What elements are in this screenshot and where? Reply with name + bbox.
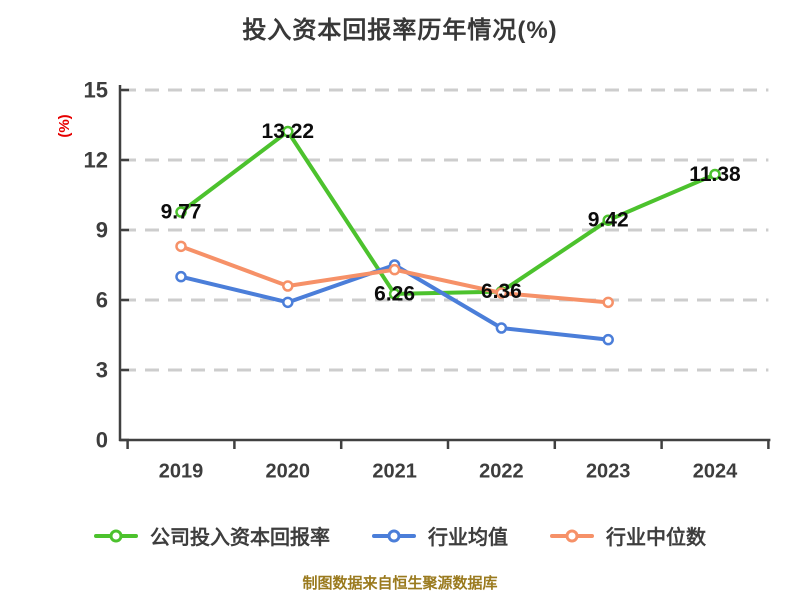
legend-item-industry-average[interactable]: 行业均值 <box>372 521 508 550</box>
svg-text:6.26: 6.26 <box>374 282 415 305</box>
svg-text:2022: 2022 <box>479 461 524 483</box>
legend-item-industry-median[interactable]: 行业中位数 <box>550 521 706 550</box>
svg-text:2019: 2019 <box>159 461 204 483</box>
legend-line-dot-marker-orange <box>550 526 594 546</box>
svg-text:11.38: 11.38 <box>689 163 741 186</box>
svg-text:2021: 2021 <box>372 461 417 483</box>
svg-text:9.42: 9.42 <box>588 209 629 232</box>
series-line-2 <box>175 240 614 309</box>
svg-text:2024: 2024 <box>693 461 738 483</box>
svg-text:0: 0 <box>96 428 108 453</box>
legend-line-dot-marker-green <box>94 526 138 546</box>
svg-text:6: 6 <box>96 288 108 313</box>
axes <box>118 85 771 442</box>
x-axis-ticks-labels: 2019 2020 2021 2022 2023 2024 <box>126 440 770 483</box>
series-line-0 <box>175 125 721 300</box>
svg-text:15: 15 <box>84 78 108 103</box>
data-source-note: 制图数据来自恒生聚源数据库 <box>302 575 498 592</box>
svg-text:9: 9 <box>96 218 108 243</box>
svg-text:2023: 2023 <box>586 461 631 483</box>
legend-item-company-roic[interactable]: 公司投入资本回报率 <box>94 521 330 550</box>
legend-label-industry-average: 行业均值 <box>428 527 508 549</box>
value-labels: 9.77 13.22 6.26 6.36 9.42 11.38 <box>161 120 741 305</box>
svg-text:9.77: 9.77 <box>161 201 202 224</box>
legend-label-company-roic: 公司投入资本回报率 <box>150 527 330 549</box>
gridlines <box>122 88 769 372</box>
svg-text:12: 12 <box>84 148 108 173</box>
chart-title: 投入资本回报率历年情况(%) <box>242 17 558 44</box>
svg-text:3: 3 <box>96 358 108 383</box>
svg-text:6.36: 6.36 <box>481 280 522 303</box>
svg-text:13.22: 13.22 <box>262 120 315 143</box>
svg-text:2020: 2020 <box>266 461 311 483</box>
legend: 公司投入资本回报率 行业均值 行业中位数 <box>0 521 800 550</box>
plot-area: 0 3 6 9 12 15 2019 2020 2021 2022 2023 2024 9.77 13.2… <box>84 78 771 483</box>
y-axis-ticks-labels: 0 3 6 9 12 15 <box>84 78 129 453</box>
legend-label-industry-median: 行业中位数 <box>606 527 706 549</box>
legend-line-dot-marker-blue <box>372 526 416 546</box>
